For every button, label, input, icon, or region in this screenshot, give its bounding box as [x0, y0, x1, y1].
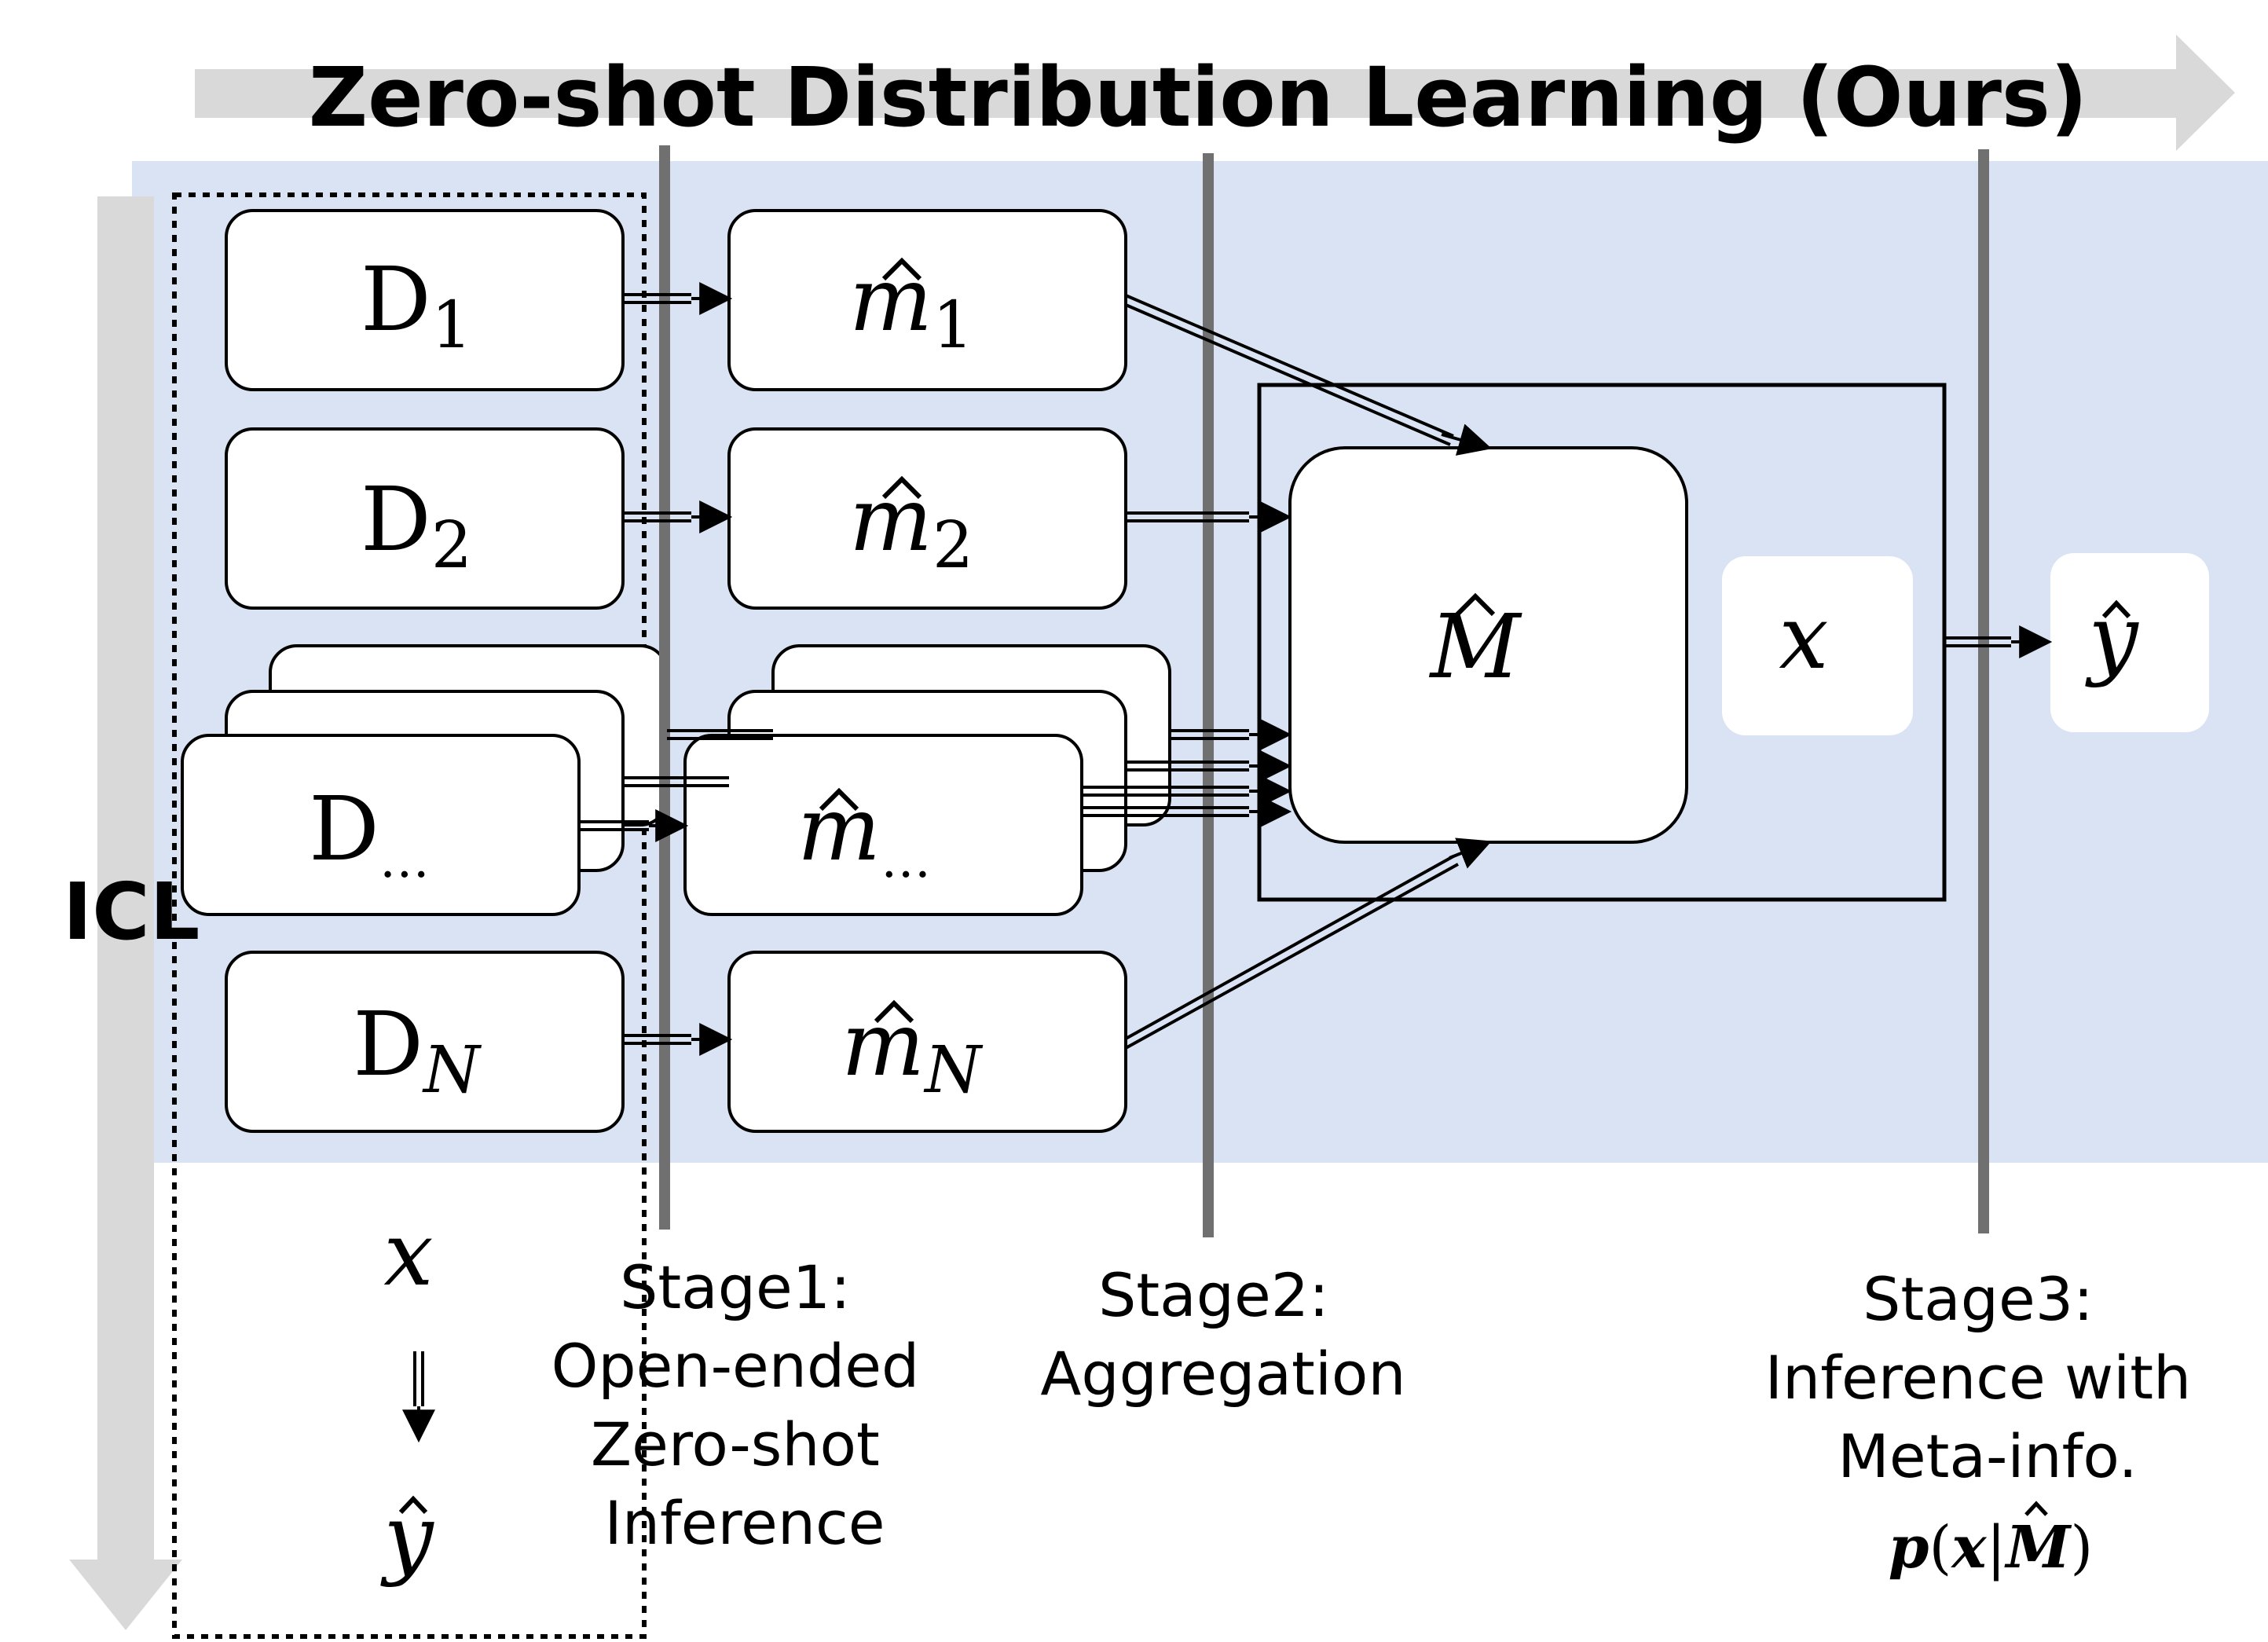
input-label: x — [1779, 587, 1828, 689]
aggregate-label: M — [1429, 596, 1522, 698]
input-box: x — [1722, 556, 1913, 735]
formula-close-paren: ) — [2070, 1514, 2093, 1582]
svg-text:p(x|M): p(x|M) — [1889, 1514, 2093, 1582]
dataset-mid-sub: … — [379, 831, 430, 889]
dataset-1-sub: 1 — [431, 288, 472, 363]
dataset-box-1: D1 — [225, 209, 625, 391]
formula-x: x — [1950, 1514, 1987, 1582]
output-label: y — [2084, 587, 2139, 689]
formula-p: p — [1889, 1514, 1929, 1582]
svg-text:m2: m2 — [849, 469, 973, 583]
dataset-box-stack: D… — [181, 644, 669, 916]
svg-text:m…: m… — [797, 779, 931, 889]
hat-icon — [1455, 592, 1496, 617]
meta-2-base: m — [849, 469, 932, 571]
meta-1-base: m — [849, 249, 932, 351]
dataset-to-meta-arrows — [579, 282, 773, 1056]
diagram-title: Zero-shot Distribution Learning (Ours) — [309, 49, 2088, 145]
hat-icon — [881, 475, 922, 500]
formula-bar: | — [1987, 1514, 2006, 1582]
hat-icon — [874, 999, 914, 1024]
stage2-label: Stage2: Aggregation — [1040, 1260, 1405, 1409]
icl-output: y — [379, 1486, 434, 1589]
frame-to-output-arrow — [1944, 625, 2053, 658]
aggregate-box: M — [1288, 446, 1688, 844]
meta-box-2: m2 — [727, 427, 1127, 610]
icl-input-label: x — [383, 1204, 433, 1306]
icl-down-arrow — [402, 1351, 435, 1443]
hat-icon — [819, 787, 859, 812]
dataset-box-n: DN — [225, 951, 625, 1133]
dataset-box-2: D2 — [225, 427, 625, 610]
svg-text:mN: mN — [841, 994, 984, 1108]
svg-text:D…: D… — [309, 779, 430, 889]
stage3-formula: p(x|M) — [1889, 1501, 2093, 1582]
meta-box-n: mN — [727, 951, 1127, 1133]
meta-n-base: m — [841, 994, 925, 1096]
meta-to-aggregate-arrows — [1082, 294, 1493, 1050]
meta-box-1: m1 — [727, 209, 1127, 391]
svg-text:D1: D1 — [361, 249, 472, 363]
horizontal-progress-arrow — [195, 35, 2235, 151]
svg-text:m1: m1 — [849, 249, 973, 363]
dataset-2-sub: 2 — [431, 508, 472, 583]
meta-mid-base: m — [797, 779, 881, 881]
icl-vertical-arrow — [69, 196, 182, 1630]
aggregation-frame — [1257, 383, 1947, 902]
meta-1-sub: 1 — [932, 288, 973, 363]
hat-icon — [881, 257, 922, 281]
icl-label: ICL — [63, 866, 200, 958]
hat-icon — [398, 1495, 428, 1515]
stage1-label: Stage1: Open-ended Zero-shot Inference — [551, 1252, 939, 1558]
dataset-n-base: D — [353, 994, 423, 1096]
svg-text:DN: DN — [353, 994, 482, 1108]
meta-n-sub: N — [923, 1033, 984, 1108]
meta-box-stack: m… — [683, 644, 1171, 916]
stage3-label: Stage3: Inference with Meta-info. — [1765, 1264, 2211, 1491]
hat-icon — [2101, 599, 2131, 619]
dataset-2-base: D — [361, 469, 431, 571]
formula-open-paren: ( — [1929, 1514, 1952, 1582]
meta-2-sub: 2 — [932, 508, 973, 583]
output-box: y — [2050, 553, 2209, 732]
formula-M: M — [2003, 1514, 2072, 1582]
dataset-n-sub: N — [422, 1033, 482, 1108]
icl-output-label: y — [379, 1486, 434, 1589]
meta-mid-sub: … — [881, 831, 931, 889]
svg-text:D2: D2 — [361, 469, 472, 583]
dataset-1-base: D — [361, 249, 431, 351]
icl-dotted-frame — [172, 192, 647, 1639]
dataset-mid-base: D — [309, 779, 379, 881]
hat-icon — [2024, 1501, 2048, 1516]
